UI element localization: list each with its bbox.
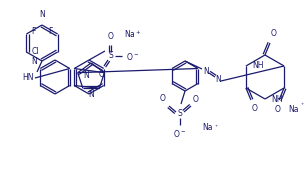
Text: F: F	[48, 27, 53, 36]
Text: NH: NH	[271, 95, 282, 103]
Text: O$^-$: O$^-$	[126, 50, 139, 62]
Text: O: O	[274, 105, 280, 114]
Text: Na: Na	[288, 105, 298, 114]
Text: O: O	[160, 94, 166, 103]
Text: S: S	[109, 51, 113, 61]
Text: O: O	[252, 104, 258, 113]
Text: N: N	[31, 56, 37, 65]
Text: O: O	[99, 70, 105, 79]
Text: N: N	[83, 71, 88, 80]
Text: NH: NH	[252, 62, 263, 70]
Text: O$^-$: O$^-$	[173, 128, 187, 139]
Text: Na: Na	[202, 122, 213, 131]
Text: O: O	[193, 95, 199, 104]
Text: F: F	[31, 27, 36, 36]
Text: Cl: Cl	[31, 47, 39, 56]
Text: S: S	[178, 109, 182, 119]
Text: N: N	[88, 90, 94, 99]
Text: N: N	[39, 10, 45, 19]
Text: O: O	[108, 32, 114, 41]
Text: N: N	[203, 67, 209, 76]
Text: HN: HN	[22, 73, 34, 82]
Text: Na$^+$: Na$^+$	[124, 28, 142, 40]
Text: N: N	[215, 75, 221, 83]
Text: O: O	[271, 29, 277, 38]
Text: $^+$: $^+$	[214, 124, 220, 129]
Text: $^+$: $^+$	[300, 102, 306, 107]
